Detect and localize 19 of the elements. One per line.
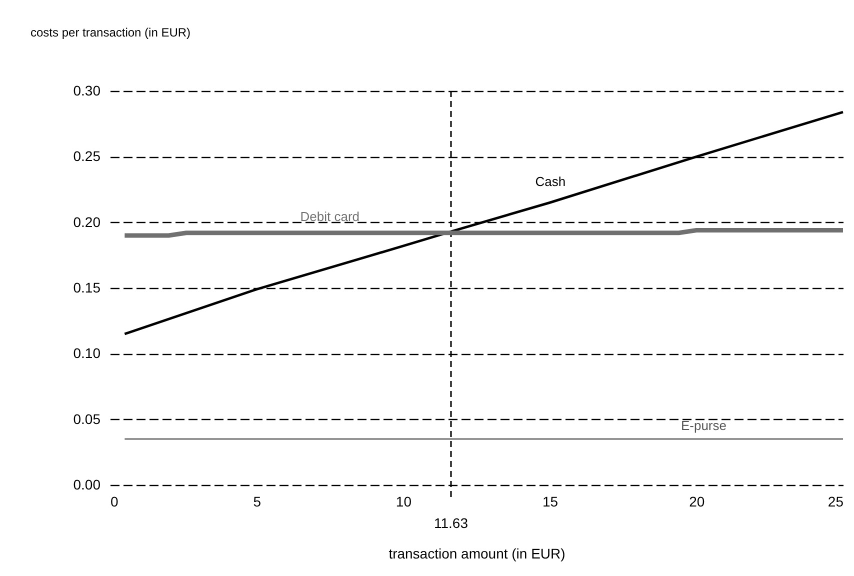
y-tick-label: 0.25 [73,148,101,164]
y-tick-label: 0.05 [73,410,101,427]
y-tick-label: 0.30 [73,82,101,98]
x-tick-label: 5 [253,494,262,510]
x-tick-label: 25 [828,494,844,510]
series-label: Cash [535,174,566,190]
x-axis-title: transaction amount (in EUR) [388,546,566,562]
series-label: Debit card [300,208,360,224]
x-tick-label: 0 [110,494,118,510]
y-tick-label: 0.20 [73,214,101,230]
y-tick-label: 0.10 [73,345,101,362]
ref-line-label: 11.63 [434,515,468,531]
x-tick-label: 20 [689,494,705,510]
x-tick-label: 15 [542,494,558,510]
y-axis-title: costs per transaction (in EUR) [30,26,191,40]
y-tick-label: 0.00 [73,476,101,492]
y-tick-label: 0.15 [73,280,101,296]
x-tick-label: 10 [396,494,412,510]
series-label: E-purse [680,418,726,434]
